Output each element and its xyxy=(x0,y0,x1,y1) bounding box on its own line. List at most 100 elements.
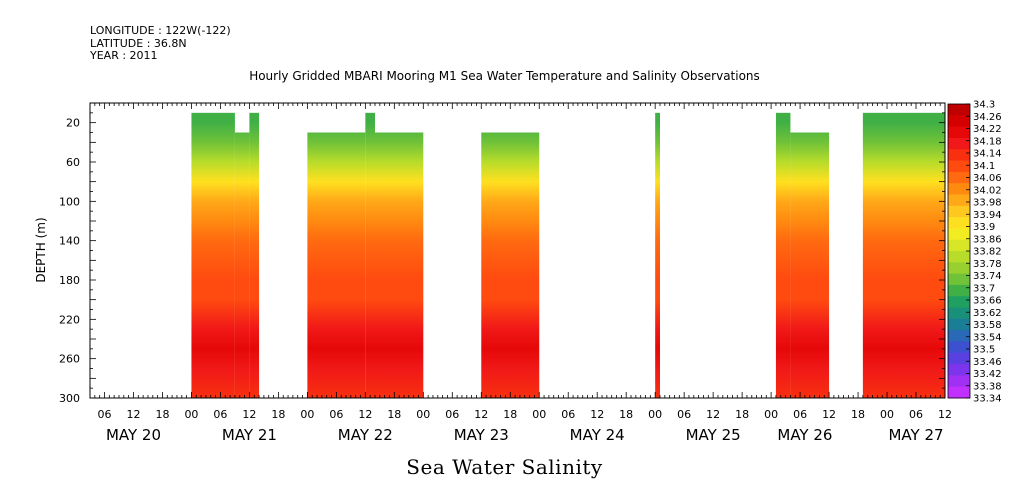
x-hour-tick-label: 12 xyxy=(822,408,836,421)
colorbar-label: 33.9 xyxy=(973,222,995,233)
data-block-2 xyxy=(249,112,260,398)
colorbar-label: 33.78 xyxy=(973,259,1002,270)
colorbar-swatch xyxy=(948,171,970,184)
x-hour-tick-label: 06 xyxy=(329,408,343,421)
x-hour-tick-label: 18 xyxy=(271,408,285,421)
colorbar-label: 33.42 xyxy=(973,369,1002,380)
y-tick-label: 60 xyxy=(66,156,80,169)
colorbar-label: 33.7 xyxy=(973,283,995,294)
colorbar-swatch xyxy=(948,352,970,365)
x-day-label: MAY 25 xyxy=(686,426,741,444)
colorbar-label: 33.94 xyxy=(973,210,1002,221)
colorbar-swatch xyxy=(948,307,970,320)
x-day-label: MAY 21 xyxy=(222,426,277,444)
x-hour-tick-label: 12 xyxy=(358,408,372,421)
colorbar-swatch xyxy=(948,160,970,173)
y-tick-label: 220 xyxy=(59,313,80,326)
axes: 06 12 18 00 06 12 18 00 06 12 18 00 06 12 18 00 06 12 18 00… xyxy=(59,103,952,444)
colorbar-swatch xyxy=(948,149,970,161)
colorbar-label: 33.66 xyxy=(973,296,1002,307)
x-hour-tick-label: 18 xyxy=(619,408,633,421)
x-hour-tick-label: 00 xyxy=(880,408,894,421)
x-hour-tick-label: 18 xyxy=(735,408,749,421)
x-hour-tick-label: 06 xyxy=(445,408,459,421)
y-tick-label: 300 xyxy=(59,392,80,405)
colorbar-swatch xyxy=(948,375,970,388)
data-block-3 xyxy=(307,132,366,398)
data-block-7 xyxy=(655,112,660,398)
colorbar-label: 34.06 xyxy=(973,173,1002,184)
colorbar-label: 34.02 xyxy=(973,185,1002,196)
x-hour-tick-label: 12 xyxy=(242,408,256,421)
longitude-label: LONGITUDE : 122W(-122) xyxy=(90,24,231,37)
data-blocks xyxy=(191,112,945,398)
colorbar-swatch xyxy=(948,284,970,297)
y-axis-label: DEPTH (m) xyxy=(34,217,48,282)
x-hour-tick-label: 00 xyxy=(532,408,546,421)
x-hour-tick-label: 12 xyxy=(474,408,488,421)
colorbar-swatch xyxy=(948,115,970,128)
x-hour-tick-label: 18 xyxy=(155,408,169,421)
y-tick-label: 180 xyxy=(59,274,80,287)
x-hour-tick-label: 00 xyxy=(416,408,430,421)
colorbar-label: 33.54 xyxy=(973,332,1002,343)
colorbar-label: 33.62 xyxy=(973,308,1002,319)
data-block-9 xyxy=(790,132,830,398)
x-hour-tick-label: 00 xyxy=(184,408,198,421)
colorbar-swatch xyxy=(948,137,970,150)
y-tick-label: 20 xyxy=(66,117,80,130)
x-hour-tick-label: 12 xyxy=(590,408,604,421)
colorbar-label: 33.5 xyxy=(973,345,995,356)
y-tick-label: 100 xyxy=(59,195,80,208)
x-hour-tick-label: 18 xyxy=(851,408,865,421)
x-hour-tick-label: 12 xyxy=(938,408,952,421)
colorbar-label: 33.46 xyxy=(973,357,1002,368)
x-hour-tick-label: 06 xyxy=(909,408,923,421)
colorbar-swatch xyxy=(948,296,970,308)
colorbar-swatch xyxy=(948,318,970,331)
colorbar-swatch xyxy=(948,217,970,229)
colorbar-label: 33.34 xyxy=(973,394,1002,405)
colorbar-label: 33.38 xyxy=(973,381,1002,392)
x-hour-tick-label: 00 xyxy=(648,408,662,421)
chart-caption: Sea Water Salinity xyxy=(406,455,603,479)
x-hour-tick-label: 18 xyxy=(387,408,401,421)
colorbar-label: 33.86 xyxy=(973,234,1002,245)
colorbar-swatch xyxy=(948,341,970,354)
x-hour-tick-label: 06 xyxy=(677,408,691,421)
x-hour-tick-label: 00 xyxy=(764,408,778,421)
x-day-label: MAY 27 xyxy=(888,426,943,444)
colorbar-label: 33.74 xyxy=(973,271,1002,282)
colorbar-swatch xyxy=(948,104,970,116)
x-hour-tick-label: 12 xyxy=(126,408,140,421)
colorbar-swatch xyxy=(948,228,970,241)
location-info: LONGITUDE : 122W(-122) LATITUDE : 36.8N … xyxy=(90,24,231,63)
colorbar-swatch xyxy=(948,386,970,399)
y-tick-label: 140 xyxy=(59,235,80,248)
data-block-10 xyxy=(862,112,945,398)
x-hour-tick-label: 06 xyxy=(793,408,807,421)
colorbar-swatch xyxy=(948,183,970,195)
colorbar-swatch xyxy=(948,251,970,263)
data-block-5 xyxy=(375,132,424,398)
year-label: YEAR : 2011 xyxy=(90,49,158,62)
colorbar-swatch xyxy=(948,364,970,376)
x-day-label: MAY 26 xyxy=(777,426,832,444)
data-block-1 xyxy=(234,132,250,398)
colorbar-label: 34.18 xyxy=(973,136,1002,147)
x-day-label: MAY 23 xyxy=(454,426,509,444)
colorbar-swatch xyxy=(948,262,970,275)
x-hour-tick-label: 06 xyxy=(97,408,111,421)
x-hour-tick-label: 12 xyxy=(706,408,720,421)
y-tick-label: 260 xyxy=(59,353,80,366)
chart-title: Hourly Gridded MBARI Mooring M1 Sea Wate… xyxy=(249,69,760,83)
data-block-0 xyxy=(191,112,235,398)
x-hour-tick-label: 18 xyxy=(503,408,517,421)
colorbar-swatch xyxy=(948,330,970,342)
x-hour-tick-label: 06 xyxy=(213,408,227,421)
colorbar-swatch xyxy=(948,239,970,252)
data-block-8 xyxy=(775,112,791,398)
x-day-label: MAY 24 xyxy=(570,426,625,444)
data-block-4 xyxy=(365,112,375,398)
